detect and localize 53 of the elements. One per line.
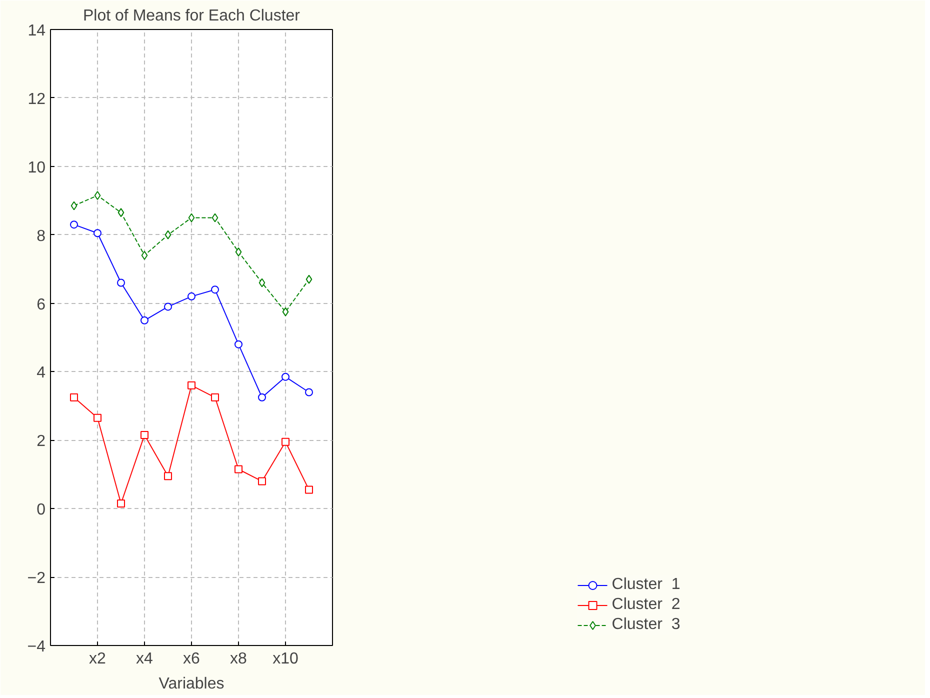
- y-tick-label: 14: [28, 22, 46, 40]
- point: [188, 292, 196, 300]
- point: [94, 414, 102, 422]
- point: [211, 393, 219, 402]
- point: [164, 302, 172, 311]
- x-axis-title: Variables: [158, 676, 224, 692]
- y-tick-label: 8: [36, 228, 46, 245]
- point: [211, 286, 219, 294]
- point: [94, 229, 102, 238]
- point: [282, 372, 290, 381]
- point: [212, 213, 218, 222]
- point: [234, 340, 242, 348]
- legend-label: Cluster 1: [612, 576, 680, 594]
- point: [258, 393, 266, 402]
- x-tick-label: x10: [272, 650, 298, 668]
- y-tick-label: 12: [28, 90, 46, 108]
- point: [70, 220, 78, 229]
- x-tick-label: x6: [183, 650, 200, 668]
- y-tick-label: −4: [27, 638, 46, 656]
- legend-label: Cluster 2: [612, 596, 680, 614]
- point: [258, 278, 266, 288]
- y-tick-label: 0: [36, 502, 46, 519]
- point: [140, 431, 148, 440]
- point: [306, 274, 312, 284]
- point: [188, 213, 195, 222]
- point: [117, 278, 125, 287]
- chart-title: Plot of Means for Each Cluster: [83, 8, 301, 24]
- point: [141, 250, 148, 260]
- point: [94, 190, 101, 200]
- point: [258, 477, 266, 486]
- point: [117, 499, 125, 508]
- y-tick-label: −2: [27, 570, 46, 588]
- point: [140, 316, 148, 324]
- x-tick-label: x2: [89, 650, 106, 668]
- point: [164, 472, 172, 480]
- point: [70, 393, 78, 402]
- point: [188, 381, 196, 390]
- x-tick-label: x8: [230, 650, 248, 668]
- point: [164, 230, 172, 240]
- legend-label: Cluster 3: [612, 616, 680, 634]
- x-tick-label: x4: [136, 650, 154, 668]
- point: [118, 208, 124, 218]
- point: [305, 486, 313, 494]
- point: [305, 388, 313, 396]
- point: [282, 438, 290, 446]
- y-tick-label: 2: [36, 433, 46, 450]
- point: [235, 247, 242, 256]
- y-tick-label: 10: [28, 159, 46, 176]
- y-tick-label: 6: [36, 296, 46, 314]
- y-tick-label: 4: [36, 364, 46, 382]
- point: [70, 201, 78, 210]
- point: [282, 307, 289, 316]
- point: [234, 465, 242, 474]
